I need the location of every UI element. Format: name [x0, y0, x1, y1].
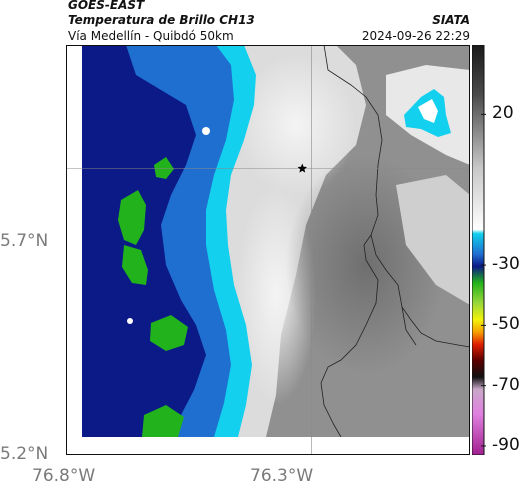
- cold-core-green: [154, 157, 174, 179]
- warm-hole: [127, 318, 133, 324]
- datetime-label: 2024-09-26 22:29: [361, 29, 470, 43]
- route-subtitle: Vía Medellín - Quibdó 50km: [68, 29, 234, 43]
- organization-label: SIATA: [432, 13, 470, 27]
- lat-tick-label-5.7: 5.7°N: [0, 231, 49, 251]
- satellite-title: GOES-EAST: [68, 0, 145, 12]
- star-icon: [297, 163, 308, 173]
- no-data-strip: [66, 437, 470, 455]
- lon-tick-label-76.3: 76.3°W: [250, 466, 314, 486]
- cloud-patch-east: [396, 175, 470, 305]
- map-frame: [66, 45, 470, 455]
- cold-core-green: [150, 315, 188, 351]
- lon-tick-label-76.8: 76.8°W: [32, 466, 96, 486]
- lat-tick-label-5.2: 5.2°N: [0, 444, 49, 464]
- convective-core-deep-blue: [82, 90, 136, 215]
- colorbar-tick-label: -50: [492, 314, 520, 335]
- cold-core-green: [142, 405, 184, 437]
- warm-hole: [202, 127, 210, 135]
- brightness-temperature-map: [66, 45, 470, 455]
- location-star-marker: [297, 163, 308, 173]
- river-line: [320, 234, 379, 438]
- river-line: [401, 306, 417, 346]
- cold-cloud-spot-core: [418, 99, 438, 123]
- cold-core-green: [122, 245, 148, 285]
- graticule: [66, 45, 470, 455]
- warm-gradient-patch: [236, 55, 356, 195]
- product-title: Temperatura de Brillo CH13: [68, 13, 255, 27]
- colorbar-tick-label: -70: [492, 374, 520, 395]
- colorbar-tick-label: 20: [492, 103, 514, 124]
- no-data-strip: [66, 45, 82, 455]
- colorbar-fill: [472, 45, 485, 455]
- colorbar-tick-label: -30: [492, 254, 520, 275]
- temperature-colorbar: [472, 45, 486, 455]
- colorbar-tick-label: -90: [492, 434, 520, 455]
- cold-core-green: [118, 190, 146, 245]
